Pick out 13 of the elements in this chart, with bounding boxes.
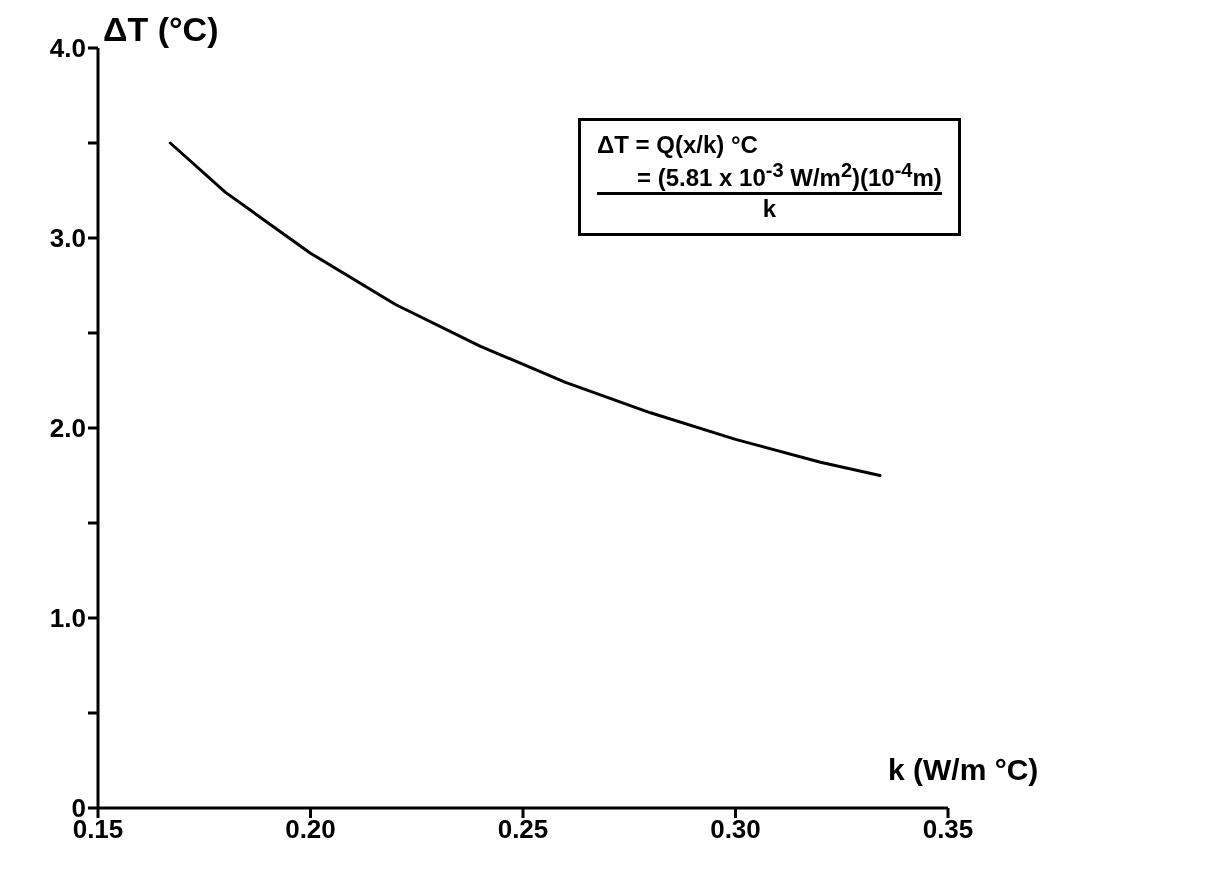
x-axis-title: k (W/m °C) [888, 753, 1039, 787]
x-tick-label: 0.25 [497, 814, 549, 845]
y-tick-label: 2.0 [49, 413, 86, 444]
x-tick-label: 0.20 [285, 814, 336, 845]
x-tick-label: 0.30 [710, 814, 761, 845]
annotation: k [761, 195, 778, 223]
y-tick-label: 3.0 [49, 223, 86, 254]
y-tick-label: 1.0 [49, 603, 86, 634]
annotation: ΔT = Q(x/k) °C [597, 131, 759, 159]
y-axis-title: ΔT (°C) [103, 10, 219, 49]
annotation: = (5.81 x 10$^{-3}$ W/m$^{2}$)(10$^{-4}$m) [597, 159, 942, 195]
x-tick-label: 0.35 [922, 814, 974, 845]
y-tick-label: 4.0 [49, 33, 86, 64]
